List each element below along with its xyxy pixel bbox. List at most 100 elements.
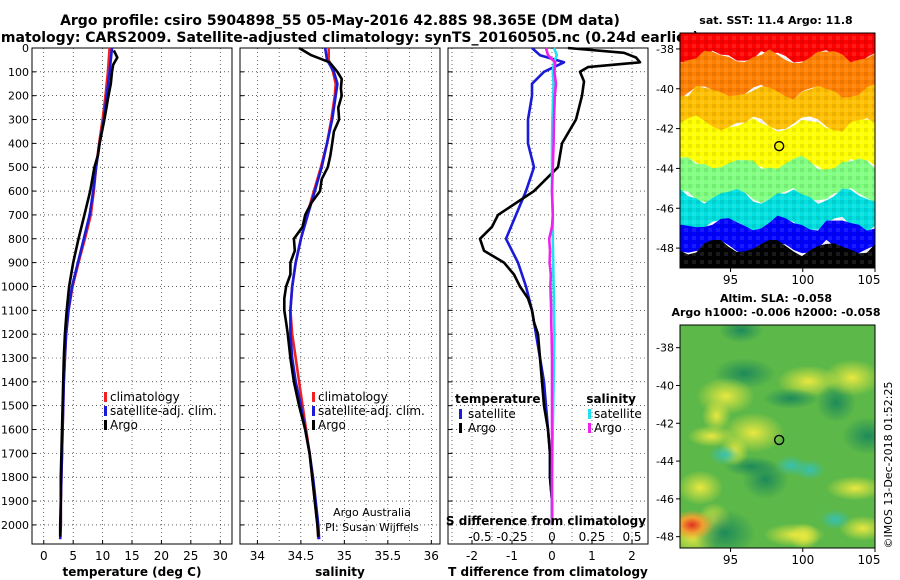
sst-lon-label: 95: [723, 273, 738, 287]
sla-lat-label: -44: [656, 455, 674, 468]
s-tick-label: -0.5: [468, 530, 491, 544]
sst-lon-label: 105: [858, 273, 881, 287]
depth-tick-label: 1600: [1, 424, 29, 437]
legend-swatch-climatology: [104, 392, 107, 402]
sst-field: [680, 33, 875, 268]
sst-lat-label: -46: [656, 202, 674, 215]
sla-low-blob: [708, 444, 741, 465]
sla-map: -38 -40 -42 -44 -46 -48 95 100 105: [656, 324, 880, 567]
sst-map-title: sat. SST: 11.4 Argo: 11.8: [699, 14, 852, 27]
sla-lon-label: 95: [723, 553, 738, 567]
x-tick-label: 20: [154, 549, 169, 563]
sst-lat-label: -40: [656, 83, 674, 96]
depth-tick-label: 700: [8, 209, 29, 222]
depth-tick-label: 0: [22, 42, 29, 55]
depth-tick-label: 1400: [1, 376, 29, 389]
x-axis-label: temperature (deg C): [63, 565, 202, 579]
s-tick-label: 0: [548, 530, 556, 544]
series-line-t-satellite: [504, 47, 566, 525]
plot-frame: [447, 47, 649, 545]
sla-lat-label: -40: [656, 379, 674, 392]
float-position-marker: [773, 434, 785, 446]
depth-tick-label: 1000: [1, 280, 29, 293]
s-tick-label: 0.5: [622, 530, 641, 544]
legend-swatch-s-sal_argo: [588, 423, 591, 433]
legend-salinity-header: salinity: [586, 392, 636, 406]
depth-tick-label: 1800: [1, 471, 29, 484]
sla-anomaly-blob: [687, 425, 736, 447]
sla-anomaly-blob: [680, 470, 724, 505]
depth-tick-label: 600: [8, 185, 29, 198]
sst-lat-label: -38: [656, 43, 674, 56]
sla-lat-label: -38: [656, 342, 674, 355]
salinity-panel: 34 34.5 35 35.5 36 salinity climatologysatelli…: [239, 46, 441, 579]
depth-tick-label: 100: [8, 66, 29, 79]
depth-tick-label: 1500: [1, 400, 29, 413]
x-axis-label: T difference from climatology: [448, 565, 648, 579]
legend-label-satellite: satellite-adj. clim.: [318, 404, 425, 418]
series-line-argo: [282, 46, 344, 537]
legend-label-argo: Argo: [318, 418, 346, 432]
x-tick-label: -1: [506, 549, 518, 563]
x-tick-label: -2: [466, 549, 478, 563]
temperature-panel: 0100200300400500600700800900100011001200…: [1, 42, 233, 579]
sla-lat-label: -48: [656, 531, 674, 544]
sst-map: -38 -40 -42 -44 -46 -48 95 100 105: [656, 32, 881, 287]
legend-swatch-t-satellite: [459, 409, 462, 419]
x-tick-label: 34.5: [288, 549, 315, 563]
sla-anomaly-blob: [825, 475, 875, 501]
sst-lat-label: -42: [656, 123, 674, 136]
sla-anomaly-blob: [701, 399, 731, 432]
legend-label-s-sal_argo: Argo: [594, 421, 622, 435]
depth-tick-label: 400: [8, 137, 29, 150]
sla-low-blob: [819, 509, 852, 530]
x-tick-label: 2: [628, 549, 636, 563]
legend-temperature-header: temperature: [455, 392, 540, 406]
legend-swatch-satellite: [312, 406, 315, 416]
depth-tick-label: 900: [8, 257, 29, 270]
sst-frame: [679, 32, 876, 269]
sla-field: [680, 325, 875, 548]
s-tick-label: -0.25: [496, 530, 527, 544]
sst-lat-label: -44: [656, 162, 674, 175]
legend-label-climatology: climatology: [110, 390, 180, 404]
legend-swatch-argo: [312, 420, 315, 430]
float-position-marker: [773, 140, 785, 152]
s-difference-axis-label: S difference from climatology: [446, 514, 646, 528]
legend-swatch-climatology: [312, 392, 315, 402]
sla-anomaly-blob: [842, 417, 875, 455]
legend-label-t-satellite: satellite: [468, 407, 516, 421]
x-tick-label: 36: [424, 549, 439, 563]
sla-frame: [679, 324, 876, 549]
depth-tick-label: 1900: [1, 495, 29, 508]
sla-lat-label: -42: [656, 417, 674, 430]
depth-tick-label: 500: [8, 161, 29, 174]
sla-map-title: Altim. SLA: -0.058: [720, 292, 832, 305]
x-tick-label: 10: [95, 549, 110, 563]
sla-lon-label: 100: [791, 553, 814, 567]
x-tick-label: 35.5: [374, 549, 401, 563]
legend-label-s-sal_sat: satellite: [594, 407, 642, 421]
x-tick-label: 34: [250, 549, 265, 563]
legend-swatch-argo: [104, 420, 107, 430]
title-line-2: Climatology: CARS2009. Satellite-adjuste…: [0, 30, 699, 46]
sla-high-blob: [680, 510, 714, 540]
sla-map-subtitle: Argo h1000: -0.006 h2000: -0.058: [671, 306, 880, 319]
depth-tick-label: 2000: [1, 519, 29, 532]
series-line-t-argo: [478, 46, 642, 525]
x-tick-label: 5: [69, 549, 77, 563]
sla-anomaly-blob: [789, 522, 820, 548]
legend-swatch-satellite: [104, 406, 107, 416]
depth-tick-label: 800: [8, 233, 29, 246]
sst-lat-label: -48: [656, 242, 674, 255]
sla-low-blob: [793, 459, 826, 480]
x-tick-label: 25: [183, 549, 198, 563]
legend-label-t-argo: Argo: [468, 421, 496, 435]
x-tick-label: 1: [588, 549, 596, 563]
depth-tick-label: 1700: [1, 447, 29, 460]
sla-anomaly-blob: [762, 388, 819, 409]
depth-tick-label: 1200: [1, 328, 29, 341]
x-tick-label: 0: [548, 549, 556, 563]
sst-lon-label: 100: [791, 273, 814, 287]
